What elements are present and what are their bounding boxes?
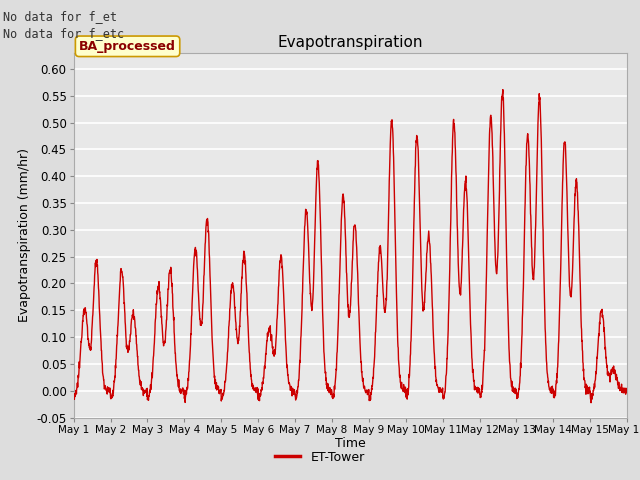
Text: BA_processed: BA_processed <box>79 40 176 53</box>
Text: No data for f_et
No data for f_etc: No data for f_et No data for f_etc <box>3 10 124 40</box>
X-axis label: Time: Time <box>335 437 366 450</box>
Title: Evapotranspiration: Evapotranspiration <box>278 35 423 50</box>
Legend: ET-Tower: ET-Tower <box>270 446 370 469</box>
Y-axis label: Evapotranspiration (mm/hr): Evapotranspiration (mm/hr) <box>18 148 31 322</box>
